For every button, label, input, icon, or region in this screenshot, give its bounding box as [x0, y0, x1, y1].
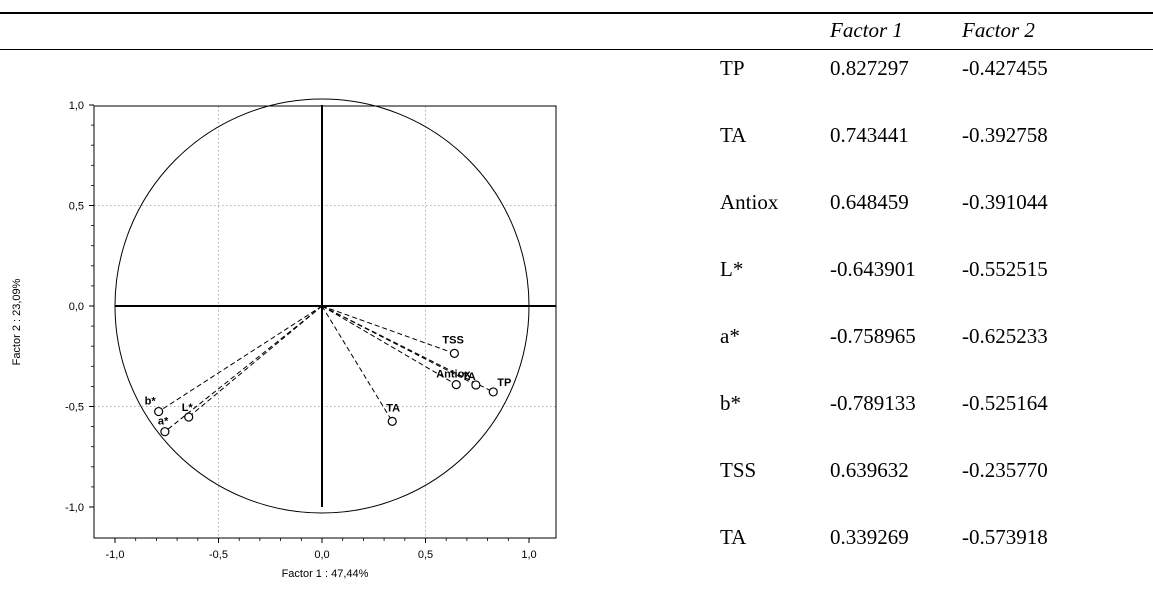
plot-grid — [94, 106, 556, 538]
row-variable: a* — [720, 324, 740, 348]
x-tick-label: 0,0 — [314, 549, 329, 561]
table-top-rule — [0, 12, 1153, 14]
loading-vector — [321, 305, 457, 386]
row-factor1: 0.339269 — [830, 525, 909, 549]
point-label: TP — [497, 377, 511, 389]
row-variable: TA — [720, 525, 747, 549]
loading-vector — [321, 305, 455, 354]
point-label: TA — [386, 402, 400, 414]
row-variable: TA — [720, 123, 747, 147]
zero-axes — [115, 105, 556, 507]
row-factor1: 0.639632 — [830, 458, 909, 482]
loading-point — [154, 406, 164, 417]
column-header-factor2: Factor 2 — [962, 18, 1035, 42]
loading-vector — [321, 305, 393, 422]
column-header-factor1: Factor 1 — [830, 18, 903, 42]
row-factor2: -0.552515 — [962, 257, 1048, 281]
x-tick-label: -1,0 — [106, 549, 125, 561]
row-factor2: -0.391044 — [962, 190, 1048, 214]
row-variable: Antiox — [720, 190, 779, 214]
row-factor1: 0.648459 — [830, 190, 909, 214]
table-header-rule — [0, 49, 1153, 50]
row-factor1: -0.643901 — [830, 257, 916, 281]
y-tick-label: 0,0 — [69, 301, 84, 313]
row-variable: TSS — [720, 458, 757, 482]
axis-ticks: -1,0 -1,0 -0,5 -0,5 0,0 0,0 0,5 0,5 1,0 1,0 — [65, 100, 537, 561]
row-variable: L* — [720, 257, 744, 281]
row-variable: TP — [720, 56, 745, 80]
loading-vector — [321, 305, 477, 386]
plot-frame — [93, 105, 557, 539]
row-factor1: -0.758965 — [830, 324, 916, 348]
row-factor1: 0.743441 — [830, 123, 909, 147]
x-axis-title: Factor 1 : 47,44% — [282, 568, 369, 580]
loading-vector — [158, 305, 323, 412]
x-tick-label: 1,0 — [521, 549, 536, 561]
loading-point — [471, 380, 481, 390]
row-factor1: -0.789133 — [830, 391, 916, 415]
row-factor2: -0.625233 — [962, 324, 1048, 348]
row-factor2: -0.235770 — [962, 458, 1048, 482]
y-tick-label: -1,0 — [65, 502, 84, 514]
loading-point — [451, 379, 461, 390]
loading-point — [184, 412, 194, 422]
row-factor2: -0.392758 — [962, 123, 1048, 147]
row-variable: b* — [720, 391, 741, 415]
y-tick-label: -0,5 — [65, 402, 84, 414]
x-tick-label: 0,5 — [418, 549, 433, 561]
x-tick-label: -0,5 — [209, 549, 228, 561]
row-factor2: -0.573918 — [962, 525, 1048, 549]
y-axis-title: Factor 2 : 23,09% — [11, 278, 23, 365]
y-tick-label: 0,5 — [69, 201, 84, 213]
loading-vector — [164, 305, 323, 433]
loading-vector — [188, 305, 323, 418]
point-label: TSS — [442, 334, 463, 346]
point-label: Antiox — [436, 369, 471, 381]
loading-point — [160, 427, 170, 437]
y-tick-label: 1,0 — [69, 100, 84, 112]
point-label: L* — [182, 402, 194, 414]
loading-point — [387, 416, 397, 426]
point-label: b* — [145, 396, 157, 408]
row-factor2: -0.427455 — [962, 56, 1048, 80]
point-label: TA — [462, 371, 476, 383]
loading-point — [449, 348, 460, 358]
loading-point — [488, 387, 498, 397]
point-label: a* — [158, 416, 169, 428]
factor-loadings-plot: -1,0-1,0-0,5-0,50,00,00,50,51,01,0 TPTAA… — [11, 98, 557, 580]
row-factor1: 0.827297 — [830, 56, 909, 80]
row-factor2: -0.525164 — [962, 391, 1048, 415]
